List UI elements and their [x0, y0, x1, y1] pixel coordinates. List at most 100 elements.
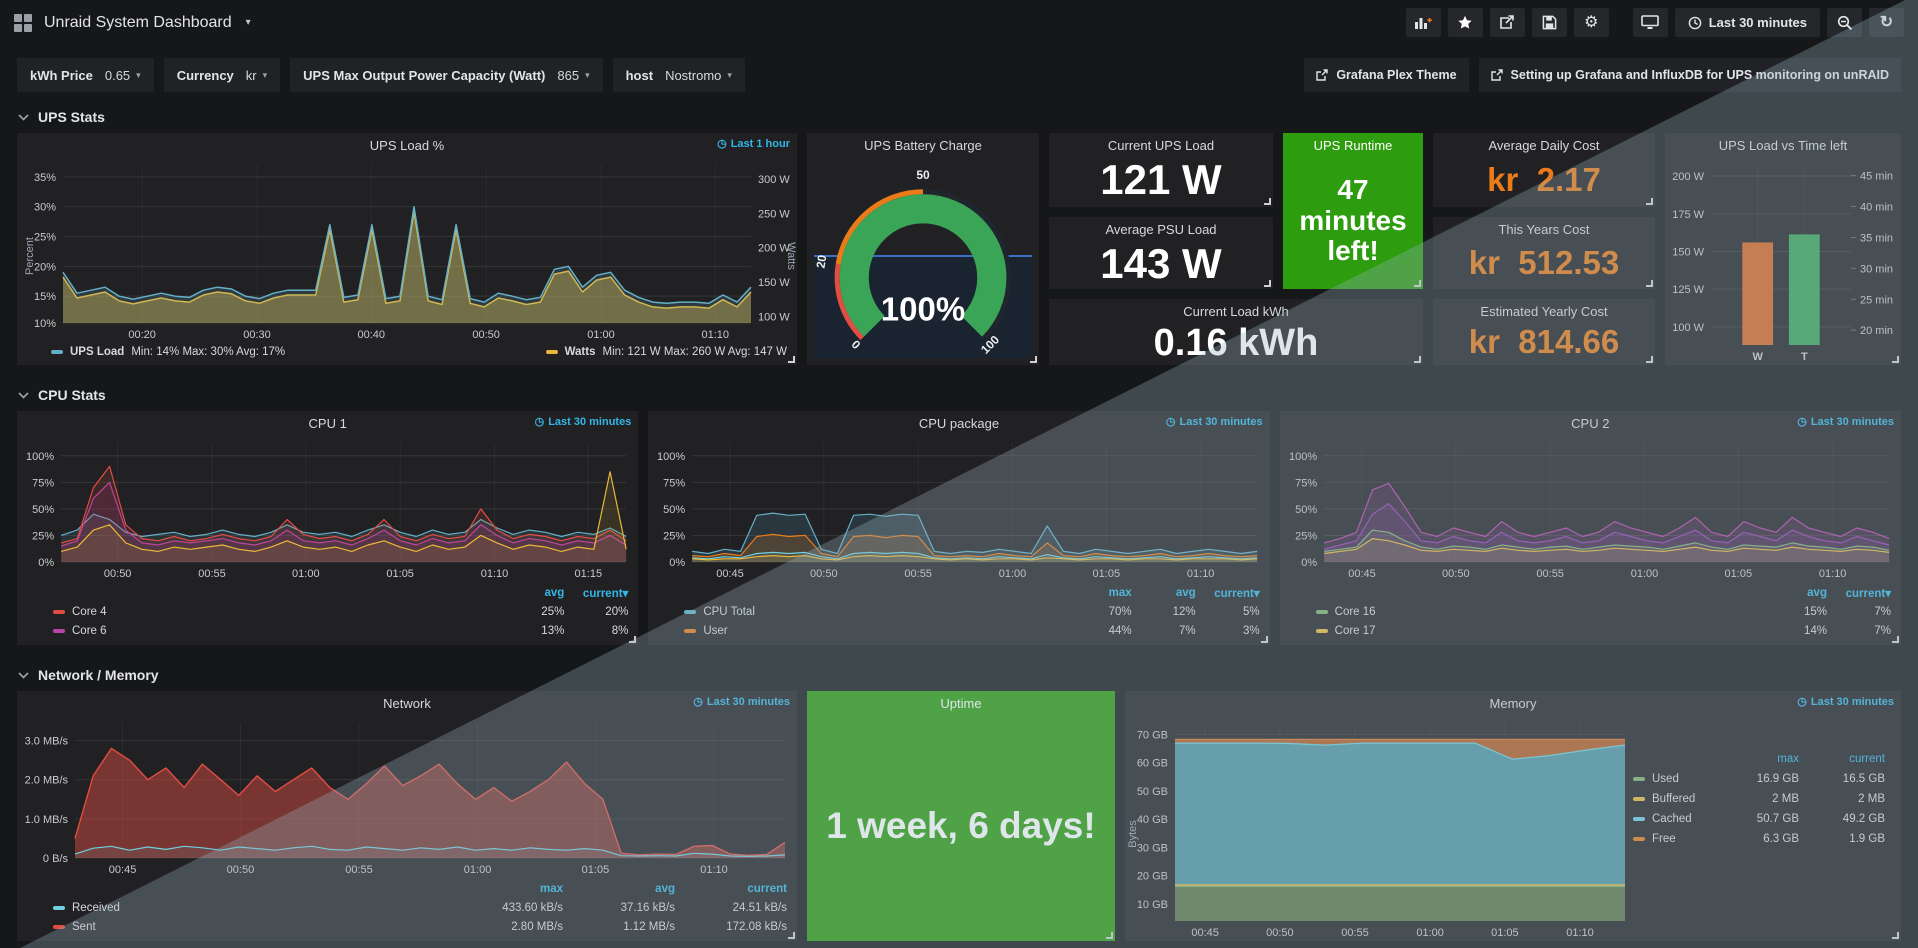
dashboard-title[interactable]: Unraid System Dashboard [44, 13, 232, 31]
variable-currency[interactable]: Currency kr ▾ [163, 58, 281, 92]
time-range-picker[interactable]: Last 30 minutes [1674, 8, 1820, 37]
section-cpu-stats[interactable]: CPU Stats [0, 379, 1918, 411]
panel-title[interactable]: UPS Battery Charge [864, 137, 982, 153]
legend-sort-avg[interactable]: avg [655, 882, 675, 895]
legend-sort-current[interactable]: current▾ [1214, 587, 1260, 600]
panel-resize-handle[interactable] [1646, 280, 1653, 287]
panel-title[interactable]: UPS Runtime [1313, 137, 1393, 153]
svg-text:00:55: 00:55 [198, 568, 226, 580]
load-vs-time-chart[interactable]: 200 W 175 W 150 W 125 W 100 W 45 min 40 min 35 … [1665, 157, 1901, 365]
legend-sort-max[interactable]: max [1777, 753, 1799, 765]
title-caret-icon[interactable]: ▾ [245, 17, 251, 28]
svg-text:150 W: 150 W [758, 277, 790, 289]
panel-resize-handle[interactable] [1891, 636, 1899, 643]
panel-resize-handle[interactable] [1892, 932, 1899, 939]
svg-text:01:00: 01:00 [999, 568, 1027, 580]
share-button[interactable] [1489, 8, 1525, 37]
panel-time-range[interactable]: ◷ Last 1 hour [717, 137, 790, 151]
panel-resize-handle[interactable] [1646, 198, 1653, 205]
svg-text:1.0 MB/s: 1.0 MB/s [25, 814, 69, 826]
panel-time-range[interactable]: ◷ Last 30 minutes [534, 415, 632, 429]
legend-sort-current[interactable]: current▾ [582, 587, 629, 600]
add-panel-button[interactable] [1405, 8, 1441, 37]
legend-sort-avg[interactable]: avg [1175, 586, 1196, 599]
legend-sort-max[interactable]: max [1108, 586, 1132, 599]
panel-resize-handle[interactable] [1414, 280, 1421, 287]
legend-sort-max[interactable]: max [539, 882, 563, 895]
save-button[interactable] [1531, 8, 1567, 37]
link-grafana-influxdb-guide[interactable]: Setting up Grafana and InfluxDB for UPS … [1478, 58, 1901, 92]
svg-text:01:00: 01:00 [1630, 568, 1658, 580]
panel-resize-handle[interactable] [1414, 356, 1421, 363]
panel-resize-handle[interactable] [788, 356, 795, 363]
panel-time-range[interactable]: ◷ Last 30 minutes [1797, 695, 1894, 709]
panel-title[interactable]: Network [383, 695, 431, 711]
panel-resize-handle[interactable] [1264, 198, 1271, 205]
svg-text:01:05: 01:05 [386, 568, 414, 580]
gear-icon: ⚙ [1584, 13, 1599, 31]
panel-resize-handle[interactable] [629, 636, 637, 643]
panel-title[interactable]: Memory [1489, 695, 1537, 711]
clock-icon: ◷ [1797, 416, 1807, 428]
panel-resize-handle[interactable] [1892, 356, 1899, 363]
dashboard-grid-icon[interactable] [14, 13, 32, 32]
panel-title[interactable]: UPS Load % [369, 137, 445, 153]
panel-resize-handle[interactable] [1646, 356, 1653, 363]
legend-series-name[interactable]: UPS Load [70, 346, 125, 358]
svg-text:45 min: 45 min [1860, 171, 1893, 183]
panel-title[interactable]: CPU package [918, 415, 1000, 431]
panel-time-range[interactable]: ◷ Last 30 minutes [1797, 415, 1894, 429]
panel-resize-handle[interactable] [1106, 932, 1113, 939]
cpu1-chart[interactable]: 00:50 00:55 01:00 01:05 01:10 01:15 100% 75% 50%… [17, 435, 638, 582]
section-network-memory[interactable]: Network / Memory [0, 659, 1918, 691]
legend-sort-current[interactable]: current [747, 882, 787, 895]
settings-button[interactable]: ⚙ [1573, 8, 1609, 37]
cpu1-legend: avg current▾ Core 4 25% 20% Core 6 13% 8% [17, 582, 638, 645]
panel-resize-handle[interactable] [1260, 636, 1268, 643]
network-chart[interactable]: 00:45 00:50 00:55 01:00 01:05 01:10 3.0 MB/s 2.… [17, 715, 797, 878]
panel-title[interactable]: CPU 1 [308, 415, 347, 431]
panel-title[interactable]: Current Load kWh [1183, 303, 1289, 319]
panel-resize-handle[interactable] [788, 932, 795, 939]
clock-icon [1688, 16, 1702, 29]
svg-text:00:45: 00:45 [1191, 927, 1219, 939]
svg-text:0%: 0% [670, 557, 686, 569]
star-button[interactable] [1447, 8, 1483, 37]
legend-sort-current[interactable]: current [1849, 753, 1885, 765]
variable-kwh-price[interactable]: kWh Price 0.65 ▾ [17, 58, 154, 92]
panel-time-range[interactable]: ◷ Last 30 minutes [693, 695, 790, 709]
link-grafana-plex-theme[interactable]: Grafana Plex Theme [1304, 58, 1469, 92]
svg-text:50%: 50% [1295, 504, 1317, 516]
panel-title[interactable]: Current UPS Load [1107, 137, 1215, 153]
legend-sort-avg[interactable]: avg [544, 586, 565, 599]
legend-series-name[interactable]: Watts [564, 346, 596, 358]
cpu2-chart[interactable]: 00:45 00:50 00:55 01:00 01:05 01:10 100% 75% 50%… [1280, 435, 1901, 582]
svg-text:75%: 75% [32, 477, 54, 489]
panel-resize-handle[interactable] [1030, 356, 1037, 363]
panel-resize-handle[interactable] [1264, 280, 1271, 287]
legend-sort-current[interactable]: current▾ [1845, 587, 1891, 600]
cycle-view-button[interactable] [1632, 8, 1668, 37]
legend-sort-avg[interactable]: avg [1807, 586, 1827, 599]
panel-title[interactable]: UPS Load vs Time left [1718, 137, 1848, 153]
svg-text:100%: 100% [26, 451, 54, 463]
variable-ups-max-output[interactable]: UPS Max Output Power Capacity (Watt) 865… [290, 58, 603, 92]
section-ups-stats[interactable]: UPS Stats [0, 101, 1918, 133]
panel-title[interactable]: This Years Cost [1498, 221, 1590, 237]
panel-title[interactable]: Average PSU Load [1105, 221, 1217, 237]
svg-text:01:10: 01:10 [1566, 927, 1594, 939]
memory-chart[interactable]: Bytes 00:45 00:50 00:55 01:00 01:05 01:10 70 G… [1125, 715, 1633, 941]
panel-title[interactable]: Average Daily Cost [1488, 137, 1600, 153]
cpu-package-chart[interactable]: 00:45 00:50 00:55 01:00 01:05 01:10 100% 75% 50%… [648, 435, 1269, 582]
cpu-stats-row: CPU 1 ◷ Last 30 minutes 00:50 00:55 01:00 01… [17, 411, 1901, 645]
panel-title[interactable]: Estimated Yearly Cost [1480, 303, 1608, 319]
panel-time-range[interactable]: ◷ Last 30 minutes [1165, 415, 1263, 429]
panel-title[interactable]: CPU 2 [1571, 415, 1610, 431]
variable-host[interactable]: host Nostromo ▾ [612, 58, 745, 92]
ups-load-chart[interactable]: Percent 00:20 00:30 00:40 00:50 01:00 01:10 35… [17, 157, 797, 343]
refresh-button[interactable]: ↻ [1869, 8, 1904, 37]
zoom-out-button[interactable] [1827, 8, 1862, 37]
panel-title[interactable]: Uptime [940, 695, 982, 711]
magnifier-minus-icon [1837, 15, 1852, 30]
svg-text:70 GB: 70 GB [1137, 729, 1168, 741]
